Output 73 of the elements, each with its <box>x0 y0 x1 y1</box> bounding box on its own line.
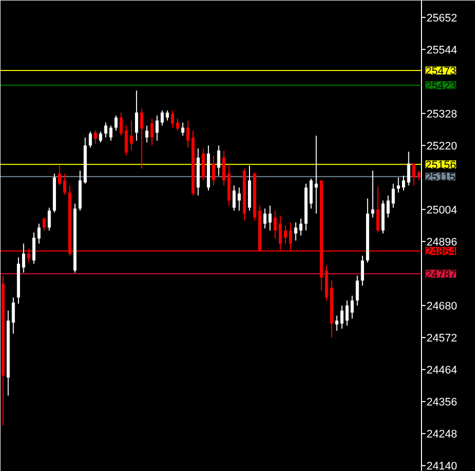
candlestick <box>212 155 216 186</box>
candlestick <box>160 110 164 126</box>
candlestick <box>392 183 395 208</box>
candlestick <box>386 195 390 218</box>
ref-line-label: 25473 <box>426 65 456 78</box>
candlestick <box>145 125 148 143</box>
candlestick <box>274 210 277 240</box>
candlestick <box>88 131 92 148</box>
candlestick <box>120 112 123 136</box>
candlestick <box>130 120 133 151</box>
candlestick <box>124 125 128 156</box>
y-tick-label: 24680 <box>426 300 458 313</box>
candlestick <box>346 300 349 326</box>
candlestick <box>181 122 184 136</box>
candlestick <box>350 295 354 320</box>
candlestick <box>63 173 66 196</box>
candlestick <box>284 224 287 244</box>
candlestick <box>412 163 416 186</box>
candlestick <box>32 232 36 264</box>
candlestick <box>109 125 112 142</box>
candlestick <box>140 108 144 170</box>
candlestick <box>314 135 318 214</box>
ref-line-label: 24787 <box>426 268 456 281</box>
candlestick <box>170 110 174 128</box>
ref-line-label: 24864 <box>426 246 456 258</box>
candlestick <box>263 208 266 229</box>
candlestick <box>94 130 98 144</box>
y-tick-label: 25220 <box>426 140 458 152</box>
y-tick-label: 24896 <box>426 236 458 248</box>
candlestick <box>360 255 364 286</box>
y-tick-label: 25328 <box>426 108 458 120</box>
candlestick <box>376 186 380 234</box>
y-tick-label: 24572 <box>426 332 458 345</box>
candlestick <box>299 218 302 236</box>
candlestick <box>417 170 420 181</box>
candlestick <box>48 207 51 232</box>
candlestick <box>186 120 190 148</box>
candlestick <box>156 115 159 142</box>
candlestick <box>58 165 62 186</box>
y-tick-label: 24464 <box>426 364 458 377</box>
candlestick <box>22 243 26 274</box>
ref-line-label: 25423 <box>426 80 456 92</box>
candlestick <box>217 144 220 176</box>
candlestick <box>104 122 108 138</box>
y-tick-label: 24356 <box>426 396 458 409</box>
candlestick <box>335 315 338 332</box>
candlestick <box>294 222 298 242</box>
ref-line-label: 25156 <box>426 159 456 172</box>
candlestick <box>37 223 41 244</box>
candlestick <box>371 170 374 218</box>
candlestick <box>176 118 180 132</box>
y-tick-label: 24140 <box>426 460 458 471</box>
candlestick <box>42 216 46 232</box>
candlestick <box>238 187 241 212</box>
y-tick-label: 25004 <box>426 204 458 216</box>
candlestick <box>150 118 154 146</box>
candlestick <box>402 175 406 191</box>
y-tick-label: 24248 <box>426 428 458 441</box>
candlestick <box>407 151 410 186</box>
candlestick <box>356 275 359 306</box>
y-tick-label: 25544 <box>426 44 458 56</box>
candlestick <box>12 297 15 334</box>
candlestick <box>222 150 226 186</box>
candlestick <box>232 184 236 212</box>
candlestick <box>114 115 118 132</box>
candlestick <box>340 305 344 330</box>
candlestick <box>396 176 400 194</box>
candlestick <box>166 110 169 122</box>
candlestick <box>310 178 313 210</box>
candlestick <box>268 205 272 232</box>
candlestick <box>135 90 138 142</box>
candlestick <box>99 131 102 143</box>
y-tick-label: 25652 <box>426 12 458 24</box>
